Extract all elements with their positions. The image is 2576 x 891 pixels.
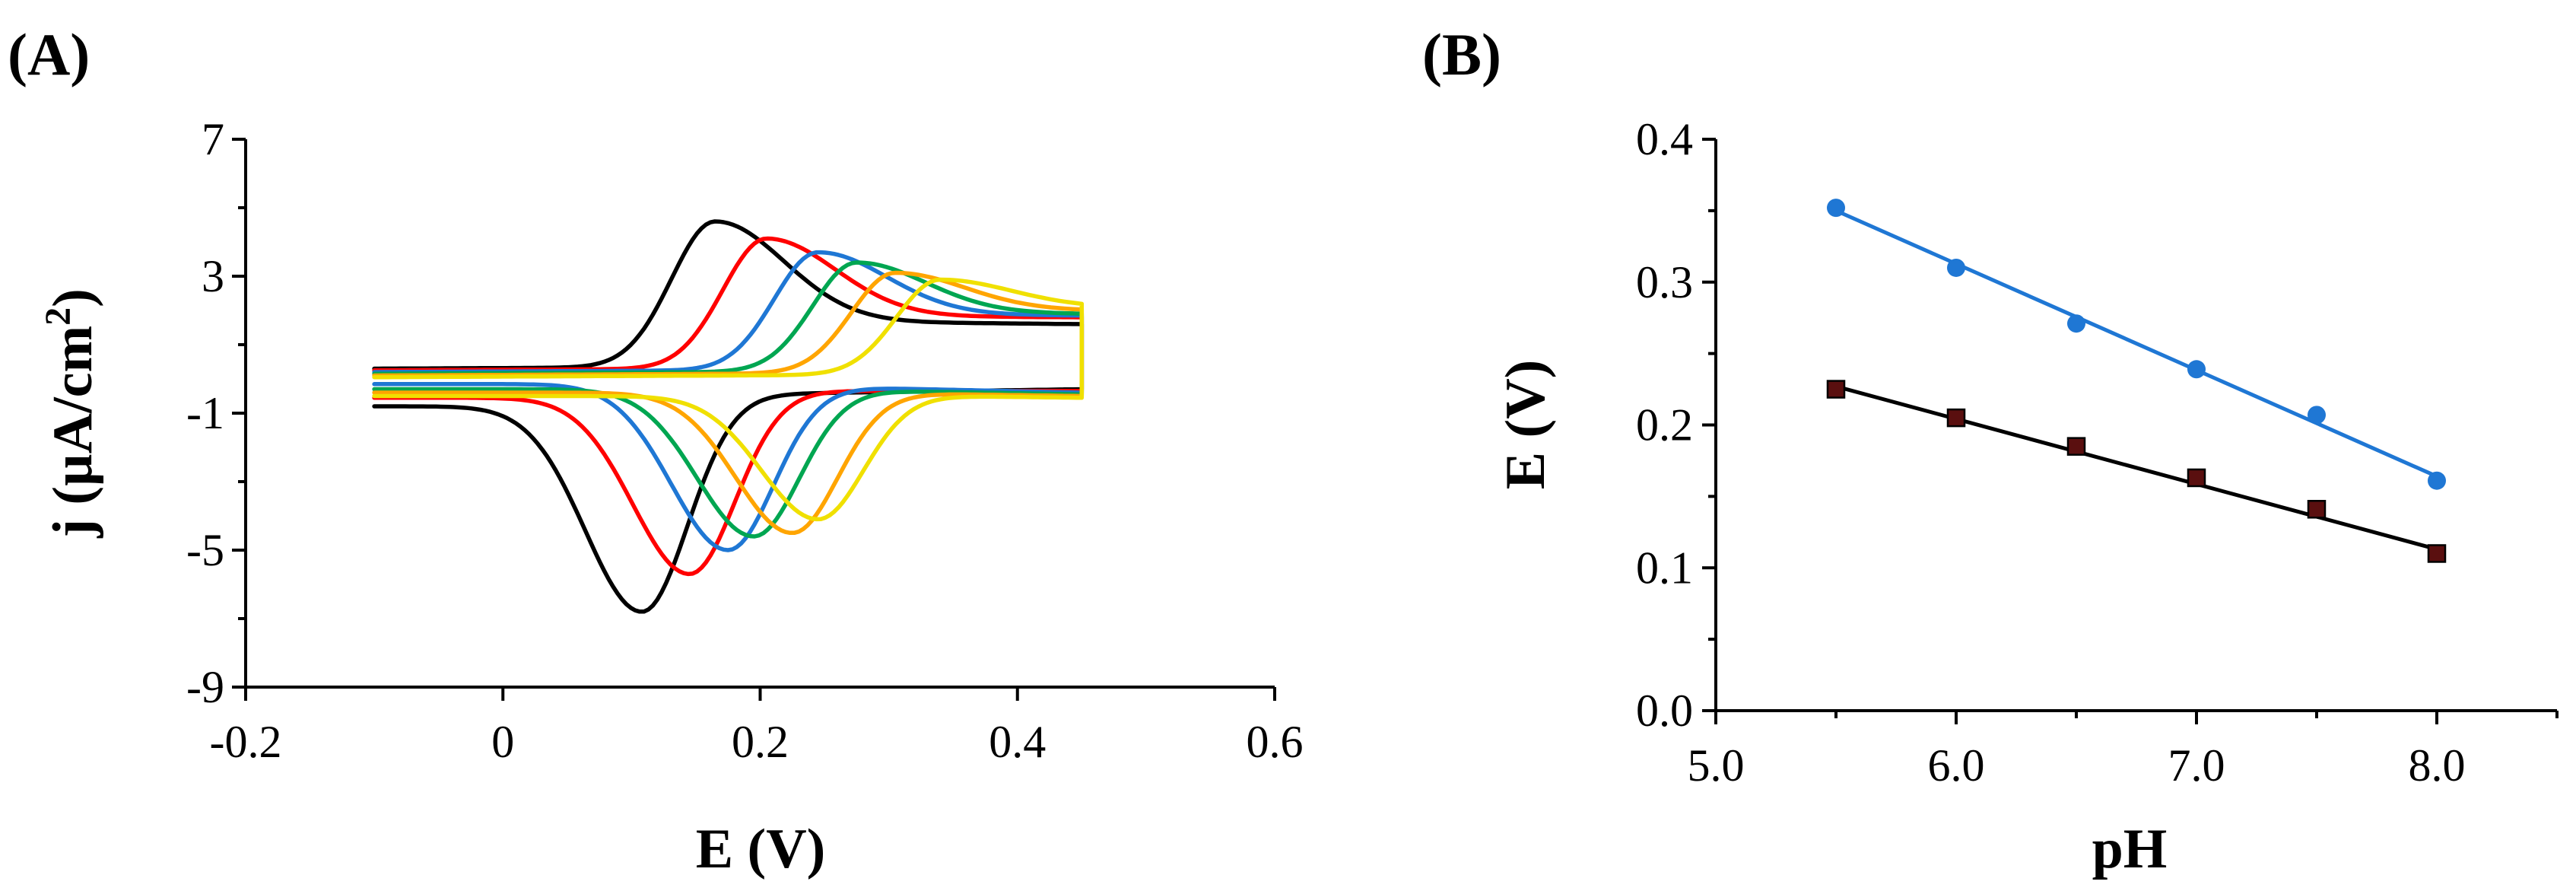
x-tick-label: -0.2 (210, 717, 282, 767)
cv-chart: -9 -5 -1 3 7 -0.2 0 0.2 0.4 0.6 E (V) j (µA/cm2) (38, 114, 1304, 880)
x-tick-label: 5.0 (1688, 740, 1745, 791)
x-axis-title: E (V) (696, 818, 826, 880)
y-axis-title-main: j (µA/cm (42, 326, 104, 539)
panel-a-label: (A) (8, 21, 90, 88)
data-point-square (1946, 408, 1966, 428)
ph-chart: 0.0 0.1 0.2 0.3 0.4 5.0 6.0 7.0 8.0 pH E (V) (1494, 114, 2559, 880)
data-point-circle (2308, 406, 2326, 425)
y-tick-label: 0.1 (1636, 543, 1693, 593)
data-point-circle (1827, 199, 1845, 218)
data-point-circle (2067, 314, 2085, 333)
data-point-circle (2428, 471, 2446, 490)
data-point-circle (1947, 258, 1965, 277)
data-point-square (2427, 544, 2447, 563)
fit-line-1 (1834, 208, 2438, 479)
y-axis-title-superscript: 2 (38, 307, 78, 326)
y-tick-label: 7 (202, 114, 224, 164)
data-point-square (2187, 468, 2206, 488)
data-point-square (2307, 500, 2327, 519)
data-point-circle (2187, 360, 2206, 379)
cv-curves (372, 219, 1085, 614)
y-tick-label: 0.2 (1636, 400, 1693, 450)
x-tick-label: 0.4 (989, 717, 1046, 767)
y-tick-label: 0.3 (1636, 257, 1693, 307)
x-tick-label: 0.6 (1247, 717, 1304, 767)
x-tick-label: 0 (491, 717, 514, 767)
y-axis-title-close: ) (42, 288, 104, 307)
y-tick-label: -1 (186, 388, 224, 438)
cv-curve-3 (372, 250, 1085, 552)
y-tick-label: -5 (186, 525, 224, 575)
x-tick-label: 8.0 (2409, 740, 2466, 791)
x-tick-label: 6.0 (1928, 740, 1985, 791)
y-axis-title: j (µA/cm2) (38, 288, 104, 539)
y-tick-label: 0.0 (1636, 686, 1693, 736)
y-axis-title: E (V) (1494, 360, 1557, 490)
panel-b-label: (B) (1422, 21, 1501, 88)
y-tick-label: 3 (202, 251, 224, 301)
cv-curve-6 (372, 277, 1085, 522)
x-axis-title: pH (2092, 818, 2168, 880)
data-point-square (1826, 380, 1846, 399)
x-tick-label: 0.2 (732, 717, 789, 767)
y-tick-label: -9 (186, 662, 224, 712)
x-tick-label: 7.0 (2168, 740, 2225, 791)
data-point-square (2066, 437, 2086, 456)
y-tick-label: 0.4 (1636, 114, 1693, 164)
fit-line-2 (1835, 384, 2438, 552)
